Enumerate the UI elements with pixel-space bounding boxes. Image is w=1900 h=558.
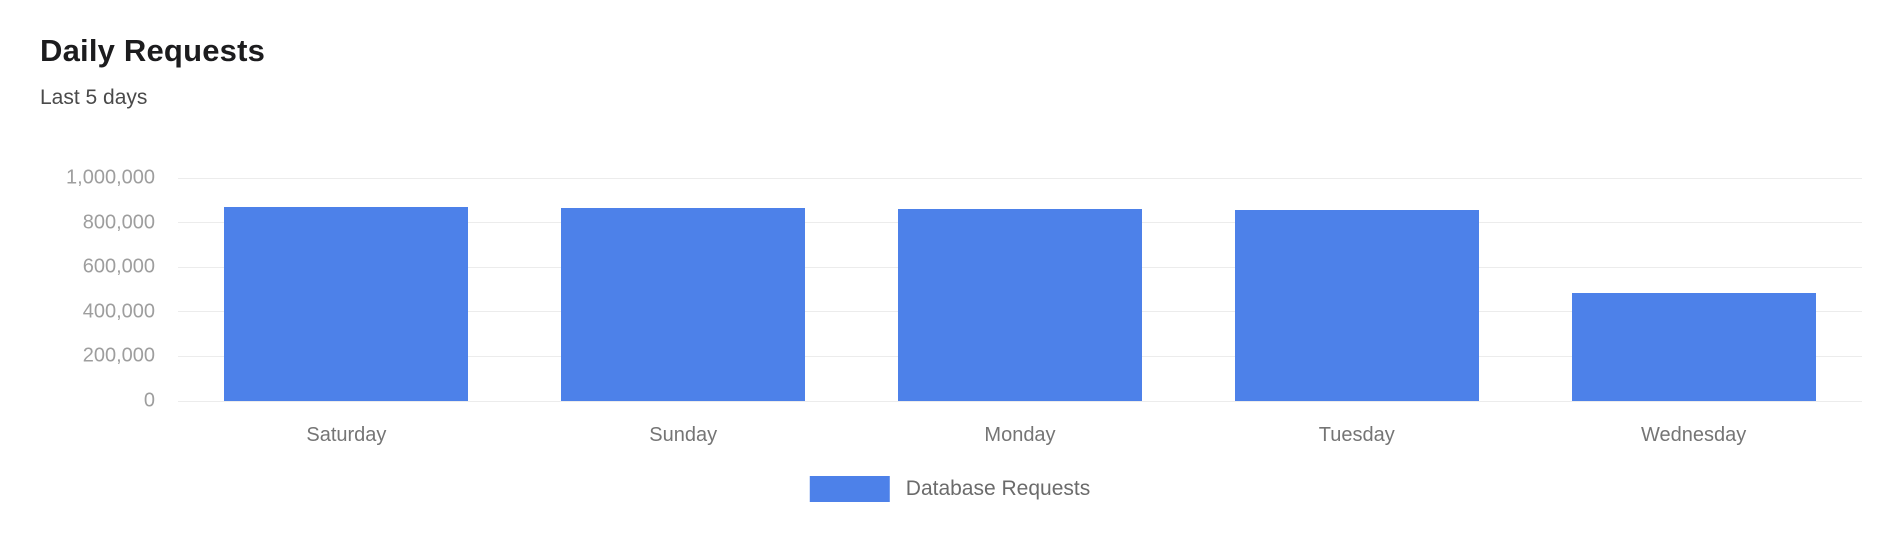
bar-slot [178,178,515,401]
bar-slot [852,178,1189,401]
legend-swatch [809,476,890,502]
bar-monday[interactable] [897,209,1143,401]
x-axis-label: Monday [984,424,1056,446]
bar-slot [1188,178,1525,401]
y-axis-label: 600,000 [82,255,155,278]
y-axis-label: 1,000,000 [66,166,155,189]
x-axis-label: Tuesday [1318,424,1395,446]
bar-sunday[interactable] [561,207,806,401]
plot-area [178,177,1862,402]
bar-tuesday[interactable] [1234,210,1479,401]
gridline [178,400,1862,402]
bar-saturday[interactable] [224,206,469,401]
bar-wednesday[interactable] [1571,293,1816,401]
y-axis-label: 200,000 [82,344,155,367]
chart-title: Daily Requests [40,33,266,68]
chart-subtitle: Last 5 days [40,86,148,109]
gridline [178,177,1862,179]
legend-label: Database Requests [905,477,1091,500]
x-axis-label: Sunday [649,424,718,446]
x-axis-label: Wednesday [1640,424,1747,446]
y-axis: 0 200,000 400,000 600,000 800,000 1,000,000 [0,167,155,412]
bar-series [178,178,1862,401]
bar-slot [1525,178,1862,401]
x-axis: Saturday Sunday Monday Tuesday Wednesday [178,424,1862,447]
x-axis-label: Saturday [306,424,387,446]
y-axis-label: 0 [143,389,155,412]
y-axis-label: 400,000 [82,300,155,323]
legend: Database Requests [809,476,1091,502]
bar-slot [515,178,852,401]
y-axis-label: 800,000 [82,211,155,234]
